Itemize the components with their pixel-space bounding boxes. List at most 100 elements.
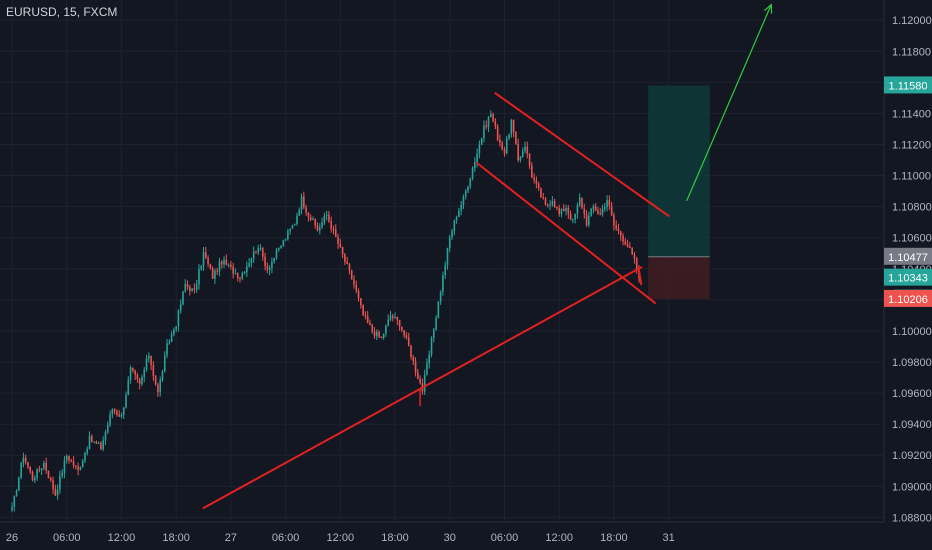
candle-body (492, 114, 494, 122)
candle-body (116, 411, 118, 415)
candle-body (223, 259, 225, 265)
candle-body (599, 213, 602, 215)
candle-body (216, 270, 218, 272)
candle-body (248, 263, 250, 267)
candle-body (371, 325, 374, 332)
candle-body (109, 414, 111, 425)
candle-body (143, 369, 146, 377)
candle-body (348, 263, 351, 271)
candle-body (15, 490, 18, 496)
price-tick-label: 1.08800 (892, 512, 932, 524)
position-zones[interactable] (648, 85, 710, 299)
candle-body (601, 209, 604, 215)
candle-body (624, 241, 627, 245)
candle-body (120, 415, 123, 417)
candle-body (40, 468, 43, 470)
candle-body (542, 197, 545, 199)
candle-body (430, 337, 433, 355)
candle-body (38, 469, 41, 471)
candle-body (385, 325, 387, 334)
candle-body (403, 330, 405, 336)
candle-body (287, 231, 289, 240)
candle-body (127, 379, 130, 396)
candle-body (631, 248, 633, 255)
time-tick-label: 30 (444, 532, 456, 544)
time-tick-label: 12:00 (545, 532, 573, 544)
channel-lower-line[interactable] (476, 162, 656, 304)
candle-body (312, 218, 314, 220)
candle-body (177, 310, 180, 327)
candle-body (524, 146, 526, 152)
candle-body (200, 265, 203, 270)
candle-body (547, 204, 549, 206)
candle-body (29, 466, 32, 472)
candle-body (517, 143, 519, 161)
price-tick-label: 1.09600 (892, 388, 932, 400)
candle-body (88, 436, 91, 450)
candle-body (148, 355, 150, 359)
candle-body (594, 206, 597, 211)
candle-body (604, 207, 606, 210)
candle-body (508, 134, 510, 139)
candle-body (537, 183, 540, 189)
candle-body (606, 199, 608, 208)
candle-body (300, 196, 303, 210)
candle-body (195, 284, 198, 290)
candle-body (622, 235, 624, 242)
candle-body (79, 467, 82, 471)
candle-body (419, 378, 421, 384)
candle-body (134, 370, 136, 375)
candle-body (293, 224, 296, 226)
candle-body (531, 165, 533, 178)
candle-body (59, 475, 61, 490)
stop-loss-zone[interactable] (648, 256, 710, 299)
time-axis[interactable]: 26 06:00 12:00 18:00 27 06:00 12:00 18:00 30 06:0… (6, 532, 675, 544)
candle-body (405, 335, 408, 338)
support-trendline[interactable] (202, 266, 643, 510)
candle-body (193, 288, 196, 290)
candle-body (490, 114, 492, 118)
candle-body (619, 231, 622, 236)
candle-body (65, 455, 68, 461)
candle-body (75, 465, 77, 467)
candle-body (102, 440, 104, 450)
candle-body (613, 215, 615, 226)
candle-body (341, 246, 344, 255)
candle-body (323, 215, 326, 223)
candle-body (163, 355, 166, 372)
candle-body (136, 374, 139, 380)
candle-body (113, 409, 116, 412)
candle-body (168, 341, 171, 344)
price-tick-label: 1.11800 (892, 46, 931, 58)
candle-body (157, 384, 159, 393)
grid (0, 0, 884, 522)
channel-upper-line[interactable] (494, 92, 670, 217)
candle-body (232, 266, 234, 274)
stop-price-tag (884, 289, 932, 307)
candle-body (246, 266, 248, 273)
entry-price-text: 1.10477 (888, 252, 928, 264)
candle-body (396, 316, 399, 320)
candle-body (234, 273, 237, 275)
candle-body (184, 284, 187, 292)
candle-body (129, 367, 132, 380)
candle-body (132, 367, 134, 371)
target-price-text: 1.11580 (889, 80, 928, 92)
symbol-title[interactable]: EURUSD, 15, FXCM (6, 5, 118, 19)
candle-body (205, 252, 207, 259)
target-arrow-shaft[interactable] (686, 4, 772, 202)
candle-body (412, 356, 415, 362)
candle-body (84, 452, 86, 461)
candle-body (20, 463, 22, 478)
candle-body (521, 151, 524, 157)
candle-body (458, 210, 460, 217)
candle-body (389, 315, 392, 320)
profit-target-zone[interactable] (648, 85, 710, 257)
candle-body (161, 371, 164, 381)
drawings[interactable] (202, 3, 773, 510)
last-candle-spike[interactable] (638, 269, 643, 286)
candle-body (303, 196, 305, 208)
